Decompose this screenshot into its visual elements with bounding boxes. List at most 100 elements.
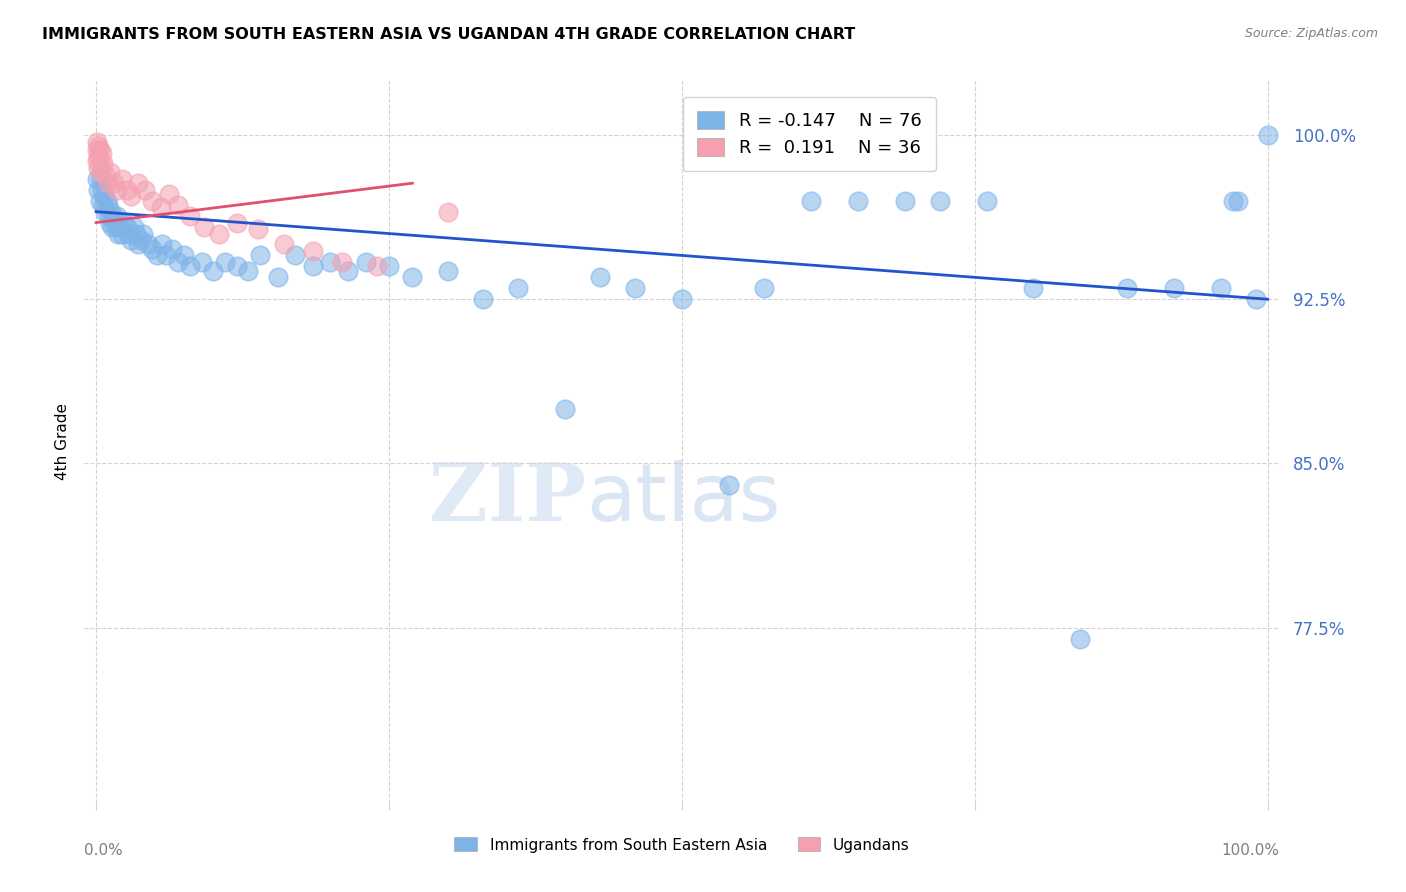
- Point: [97, 198, 120, 212]
- Point: [1227, 194, 1250, 208]
- Point: [190, 255, 212, 269]
- Point: [93, 189, 115, 203]
- Point: [589, 270, 612, 285]
- Point: [122, 219, 145, 234]
- Point: [90, 165, 112, 179]
- Point: [302, 244, 325, 258]
- Point: [89, 154, 111, 169]
- Point: [87, 150, 110, 164]
- Text: Source: ZipAtlas.com: Source: ZipAtlas.com: [1244, 27, 1378, 40]
- Point: [111, 171, 134, 186]
- Point: [87, 183, 110, 197]
- Point: [127, 237, 149, 252]
- Y-axis label: 4th Grade: 4th Grade: [55, 403, 70, 480]
- Point: [108, 219, 131, 234]
- Point: [129, 233, 152, 247]
- Point: [1257, 128, 1279, 142]
- Point: [86, 171, 108, 186]
- Point: [118, 227, 141, 241]
- Point: [179, 209, 201, 223]
- Legend: Immigrants from South Eastern Asia, Ugandans: Immigrants from South Eastern Asia, Ugan…: [447, 830, 917, 860]
- Point: [238, 264, 260, 278]
- Point: [302, 260, 325, 274]
- Point: [97, 176, 120, 190]
- Point: [471, 292, 494, 306]
- Point: [90, 145, 114, 160]
- Point: [98, 216, 121, 230]
- Point: [401, 270, 423, 285]
- Point: [155, 248, 177, 262]
- Text: 0.0%: 0.0%: [84, 843, 124, 857]
- Point: [104, 216, 127, 230]
- Point: [273, 237, 295, 252]
- Point: [86, 135, 108, 149]
- Point: [91, 156, 114, 170]
- Point: [86, 144, 108, 158]
- Point: [127, 176, 149, 190]
- Point: [89, 144, 111, 158]
- Point: [94, 168, 117, 182]
- Point: [141, 194, 163, 208]
- Point: [90, 171, 112, 186]
- Point: [284, 248, 307, 262]
- Point: [202, 264, 225, 278]
- Point: [436, 264, 458, 278]
- Text: 100.0%: 100.0%: [1222, 843, 1279, 857]
- Point: [96, 194, 118, 208]
- Point: [105, 209, 128, 223]
- Point: [928, 194, 950, 208]
- Point: [157, 187, 180, 202]
- Point: [1209, 281, 1232, 295]
- Point: [91, 198, 114, 212]
- Point: [132, 227, 155, 241]
- Point: [111, 227, 134, 241]
- Point: [98, 165, 121, 179]
- Point: [136, 237, 159, 252]
- Point: [208, 227, 231, 241]
- Point: [134, 183, 156, 197]
- Point: [173, 248, 195, 262]
- Point: [115, 183, 138, 197]
- Point: [506, 281, 529, 295]
- Point: [87, 161, 110, 175]
- Point: [976, 194, 998, 208]
- Point: [101, 219, 124, 234]
- Point: [1116, 281, 1139, 295]
- Point: [149, 200, 172, 214]
- Point: [103, 176, 125, 190]
- Point: [90, 183, 114, 197]
- Point: [671, 292, 693, 306]
- Point: [267, 270, 290, 285]
- Point: [105, 219, 127, 234]
- Text: atlas: atlas: [586, 460, 780, 539]
- Point: [193, 219, 215, 234]
- Point: [752, 281, 775, 295]
- Point: [436, 204, 458, 219]
- Point: [554, 401, 576, 416]
- Point: [115, 219, 138, 234]
- Point: [1222, 194, 1244, 208]
- Point: [100, 204, 122, 219]
- Point: [249, 248, 271, 262]
- Point: [1244, 292, 1267, 306]
- Point: [330, 255, 353, 269]
- Point: [1069, 632, 1091, 646]
- Point: [105, 183, 128, 197]
- Point: [179, 260, 201, 274]
- Point: [624, 281, 647, 295]
- Point: [337, 264, 360, 278]
- Point: [120, 189, 142, 203]
- Point: [214, 255, 236, 269]
- Point: [717, 478, 740, 492]
- Point: [141, 242, 163, 256]
- Point: [167, 255, 190, 269]
- Point: [87, 139, 110, 153]
- Point: [107, 227, 129, 241]
- Point: [98, 209, 120, 223]
- Point: [378, 260, 401, 274]
- Text: ZIP: ZIP: [429, 460, 586, 539]
- Point: [125, 227, 148, 241]
- Point: [225, 260, 247, 274]
- Point: [103, 211, 125, 226]
- Point: [366, 260, 388, 274]
